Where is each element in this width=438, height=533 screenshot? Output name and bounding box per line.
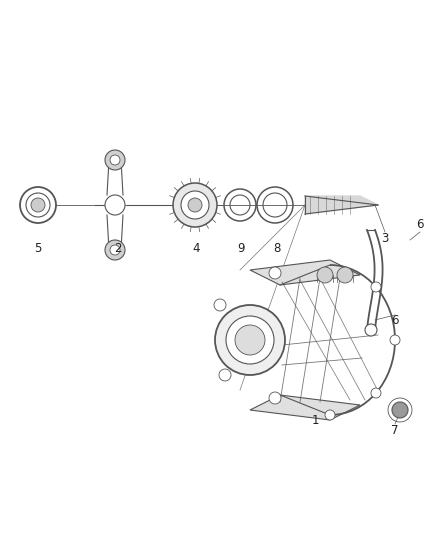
Text: 5: 5 bbox=[34, 241, 42, 254]
Circle shape bbox=[181, 191, 209, 219]
Circle shape bbox=[105, 240, 125, 260]
Polygon shape bbox=[107, 215, 123, 250]
Circle shape bbox=[219, 369, 231, 381]
Circle shape bbox=[173, 183, 217, 227]
Polygon shape bbox=[305, 196, 378, 214]
Polygon shape bbox=[250, 395, 360, 420]
Text: 8: 8 bbox=[273, 241, 281, 254]
Circle shape bbox=[110, 155, 120, 165]
Circle shape bbox=[235, 325, 265, 355]
Text: 9: 9 bbox=[237, 241, 245, 254]
Text: 6: 6 bbox=[391, 313, 399, 327]
Circle shape bbox=[105, 195, 125, 215]
Circle shape bbox=[110, 245, 120, 255]
Circle shape bbox=[215, 305, 285, 375]
Text: 3: 3 bbox=[381, 231, 389, 245]
Circle shape bbox=[392, 402, 408, 418]
Circle shape bbox=[105, 150, 125, 170]
Text: 1: 1 bbox=[311, 414, 319, 426]
Circle shape bbox=[337, 267, 353, 283]
Circle shape bbox=[317, 267, 333, 283]
Polygon shape bbox=[250, 260, 360, 285]
Circle shape bbox=[269, 267, 281, 279]
Circle shape bbox=[371, 388, 381, 398]
Circle shape bbox=[269, 392, 281, 404]
Polygon shape bbox=[107, 160, 123, 195]
Circle shape bbox=[325, 410, 335, 420]
Text: 2: 2 bbox=[114, 241, 122, 254]
Circle shape bbox=[371, 282, 381, 292]
Circle shape bbox=[390, 335, 400, 345]
Circle shape bbox=[226, 316, 274, 364]
Text: 4: 4 bbox=[192, 241, 200, 254]
Circle shape bbox=[188, 198, 202, 212]
Circle shape bbox=[31, 198, 45, 212]
Circle shape bbox=[365, 324, 377, 336]
Text: 7: 7 bbox=[391, 424, 399, 437]
Circle shape bbox=[214, 299, 226, 311]
Text: 6: 6 bbox=[416, 219, 424, 231]
